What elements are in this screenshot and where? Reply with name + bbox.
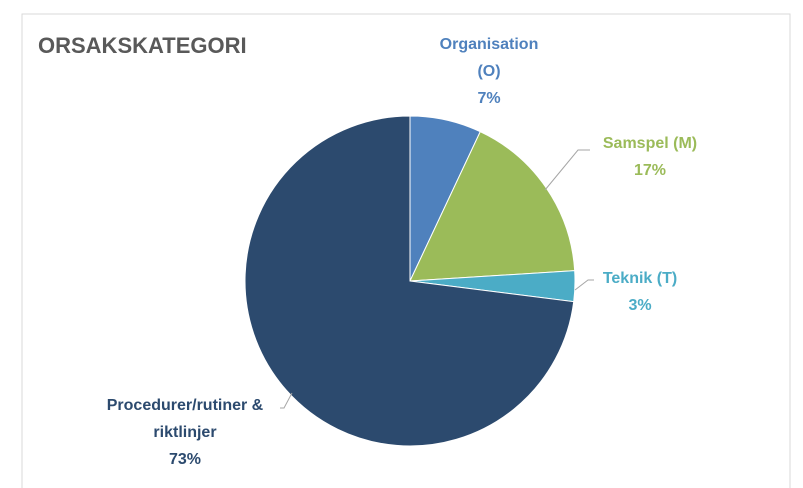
pie-slice [244, 115, 575, 447]
data-label: Organisation (O) 7% [437, 31, 542, 112]
data-label: Samspel (M) 17% [580, 130, 720, 184]
leader-line [280, 392, 293, 409]
category-label: Organisation (O) [439, 36, 539, 80]
category-label: Procedurer/rutiner & riktlinjer [106, 397, 264, 441]
value-label: 17% [633, 162, 667, 179]
category-label: Samspel (M) [602, 135, 698, 152]
chart-border [21, 13, 791, 488]
chart-title: ORSAKSKATEGORI [38, 33, 247, 58]
value-label: 3% [628, 297, 652, 314]
value-label: 73% [168, 451, 202, 468]
data-label: Teknik (T) 3% [580, 265, 700, 319]
category-label: Teknik (T) [602, 270, 678, 287]
value-label: 7% [477, 90, 501, 107]
data-label: Procedurer/rutiner & riktlinjer 73% [100, 392, 270, 473]
leader-line [574, 279, 594, 291]
slices [244, 115, 576, 447]
leader-line [544, 149, 590, 191]
